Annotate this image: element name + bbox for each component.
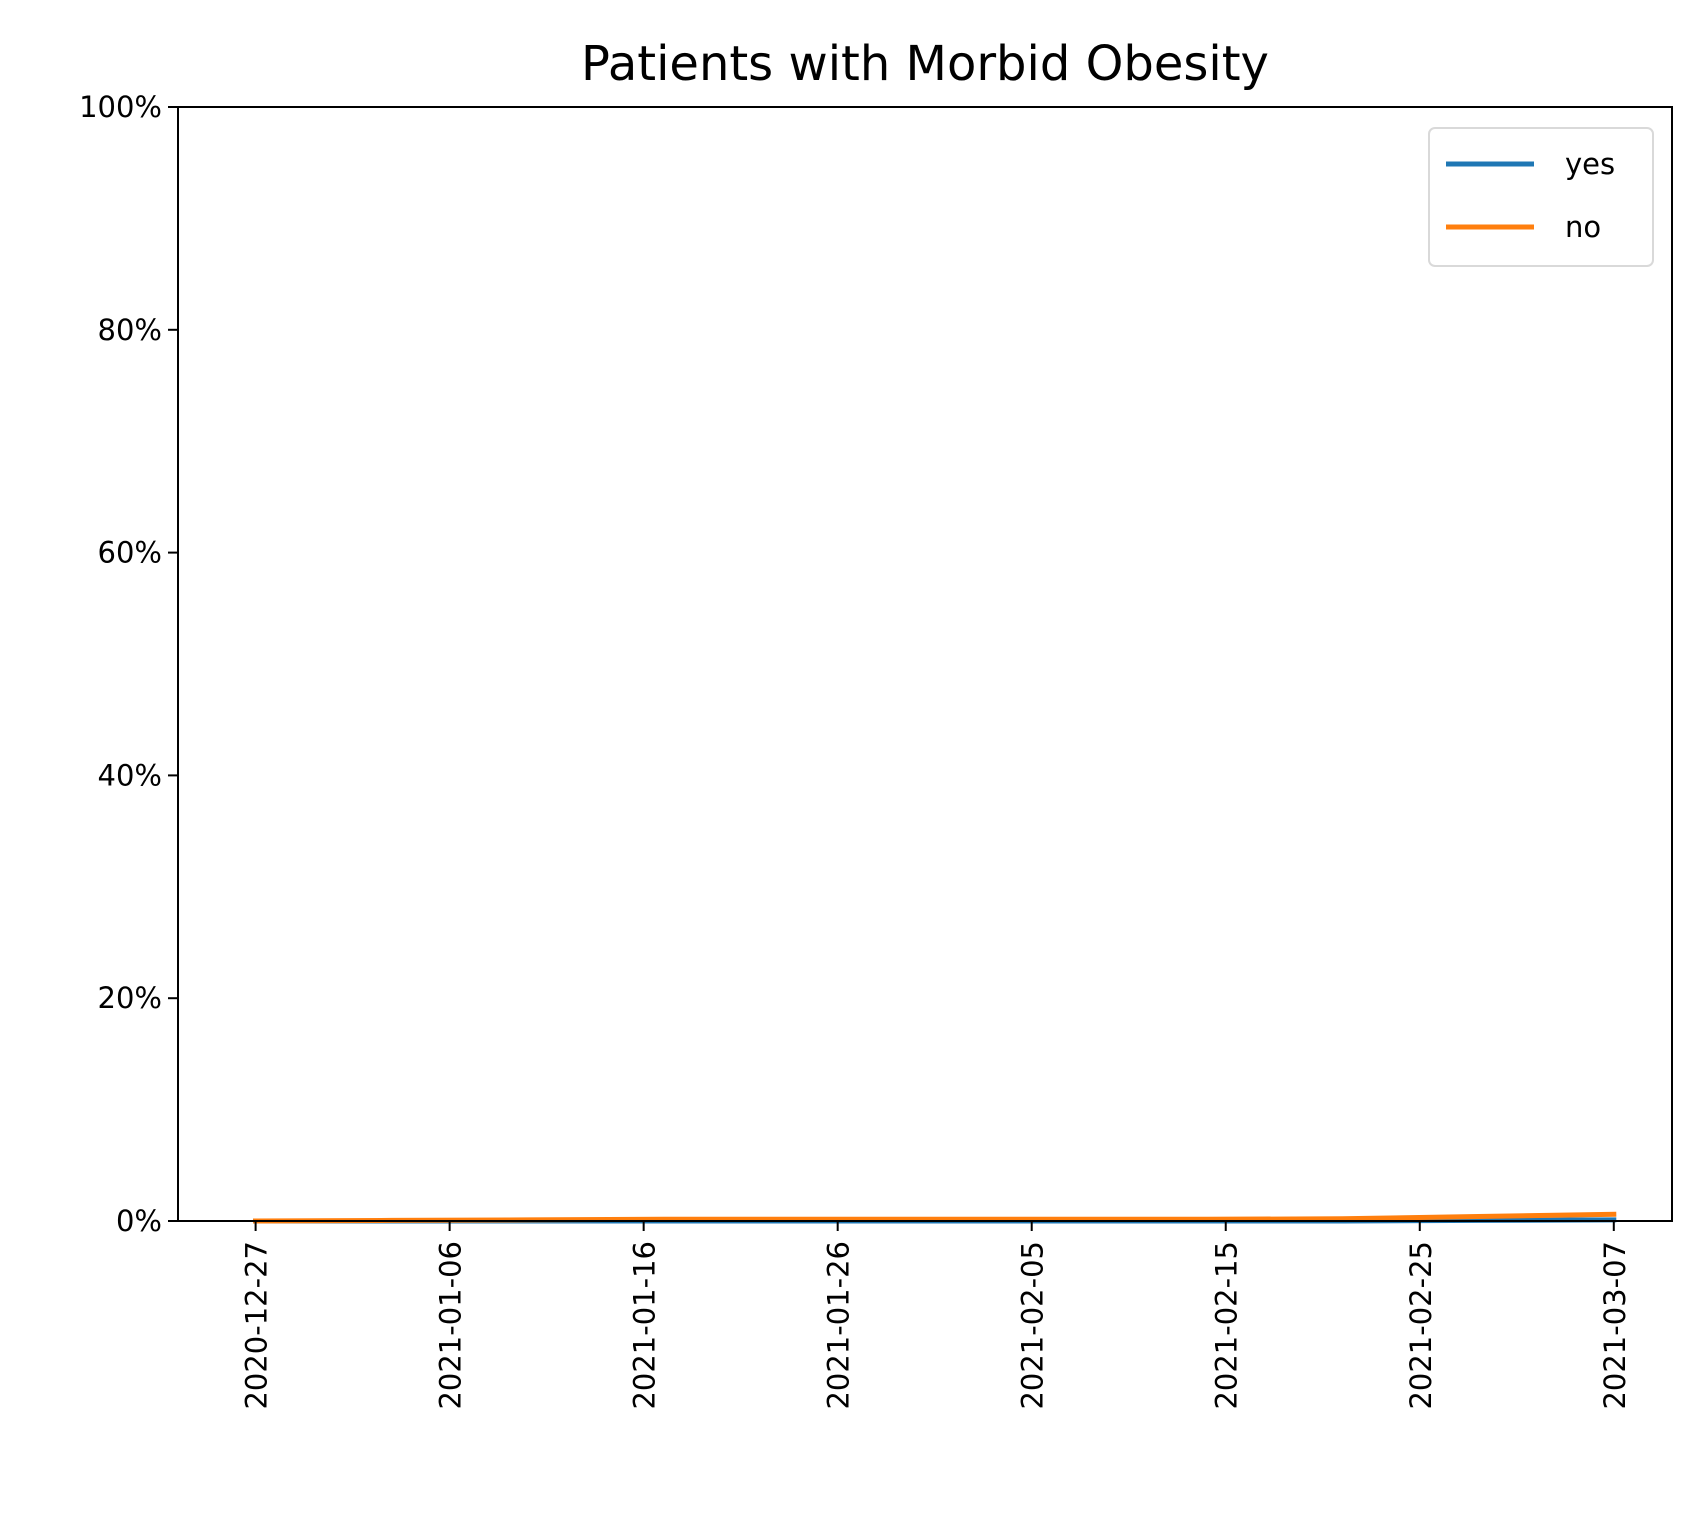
- y-tick-label: 60%: [98, 536, 162, 570]
- x-tick-label: 2021-01-26: [822, 1241, 856, 1410]
- y-tick-label: 80%: [98, 313, 162, 347]
- x-tick-label: 2020-12-27: [240, 1241, 274, 1410]
- y-tick-label: 20%: [98, 981, 162, 1015]
- x-axis: 2020-12-27 2021-01-06 2021-01-16 2021-01-26…: [240, 1221, 1632, 1410]
- plot-background: [178, 107, 1672, 1221]
- x-tick-label: 2021-03-07: [1598, 1241, 1632, 1410]
- y-tick-label: 40%: [98, 758, 162, 792]
- y-tick-label: 0%: [116, 1204, 162, 1238]
- legend-label-yes: yes: [1565, 147, 1615, 181]
- x-tick-label: 2021-01-06: [434, 1241, 468, 1410]
- x-tick-label: 2021-02-25: [1404, 1241, 1438, 1410]
- x-tick-label: 2021-02-15: [1210, 1241, 1244, 1410]
- plot-frame: [177, 106, 1673, 1222]
- legend-box: [1428, 127, 1654, 267]
- y-axis: 0% 20% 40% 60% 80% 100%: [79, 90, 178, 1238]
- y-tick-label: 100%: [79, 90, 162, 124]
- legend: yes no: [1428, 127, 1654, 267]
- x-tick-label: 2021-01-16: [628, 1241, 662, 1410]
- chart-title: Patients with Morbid Obesity: [581, 36, 1269, 92]
- x-tick-label: 2021-02-05: [1016, 1241, 1050, 1410]
- legend-label-no: no: [1565, 210, 1601, 244]
